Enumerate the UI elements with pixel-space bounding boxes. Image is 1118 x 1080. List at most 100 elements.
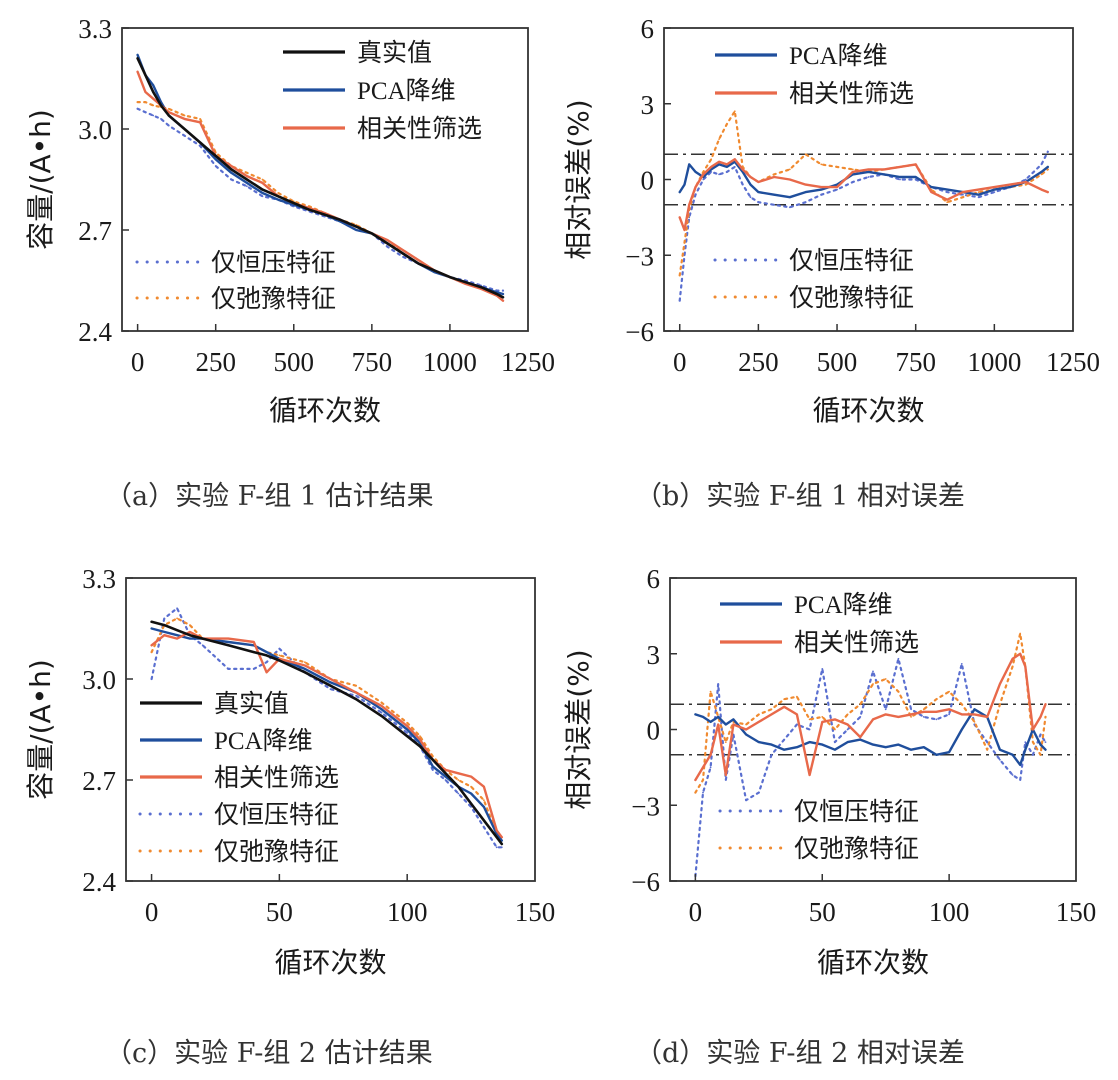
- data-point-relax-only: [820, 163, 823, 166]
- data-point-corr: [741, 168, 744, 171]
- data-point-cv-only: [702, 791, 704, 794]
- data-point-true: [495, 836, 498, 839]
- data-point-relax-only: [977, 191, 980, 194]
- data-point-pca: [867, 171, 870, 173]
- data-point-corr: [884, 713, 887, 716]
- x-tick-label: 150: [515, 897, 556, 927]
- data-point-corr: [726, 163, 728, 166]
- data-point-corr: [717, 723, 720, 726]
- panel-a-capacity-estimate-group1: 0 250 500 750 1000 1250 2.4 2.7 3.0 3.3 循环次数 容量/(A•…: [24, 14, 555, 512]
- data-point-cv-only: [402, 256, 404, 258]
- data-point-cv-only: [1032, 753, 1034, 756]
- x-tick-label: 50: [809, 897, 836, 927]
- data-point-corr: [1040, 188, 1043, 191]
- data-point-pca: [745, 733, 747, 736]
- series-line-pca: [694, 708, 1047, 767]
- data-point-relax-only: [788, 168, 791, 171]
- data-point-relax-only: [1044, 716, 1047, 718]
- data-point-true: [183, 128, 186, 130]
- data-point-pca: [1046, 166, 1049, 168]
- data-point-cv-only: [431, 769, 434, 771]
- data-point-cv-only: [355, 694, 357, 697]
- legend-label: PCA降维: [789, 42, 888, 70]
- data-point-pca: [277, 198, 280, 201]
- series-line-true: [150, 620, 504, 846]
- data-point-corr: [1039, 716, 1042, 718]
- data-point-corr: [749, 176, 752, 178]
- data-point-relax-only: [483, 799, 485, 802]
- data-point-relax-only: [144, 101, 147, 103]
- data-point-true: [464, 281, 467, 284]
- x-tick-label: 1000: [423, 347, 477, 377]
- data-point-corr: [770, 713, 773, 716]
- x-tick-label: 1250: [1046, 347, 1100, 377]
- data-point-pca: [702, 716, 704, 718]
- data-point-true: [431, 758, 434, 761]
- data-point-true: [402, 252, 404, 255]
- data-point-corr: [678, 216, 681, 219]
- data-point-pca: [1009, 186, 1011, 189]
- legend-item-cv-only: 仅恒压特征: [718, 797, 919, 826]
- legend-item-cv-only: 仅恒压特征: [138, 800, 339, 829]
- legend-label: 相关性筛选: [214, 763, 339, 792]
- data-point-pca: [678, 191, 681, 194]
- data-point-corr: [1011, 657, 1014, 660]
- data-point-pca: [431, 765, 434, 768]
- data-point-corr: [718, 160, 720, 163]
- data-point-cv-only: [1044, 741, 1047, 743]
- data-point-cv-only: [136, 107, 139, 110]
- data-point-pca: [749, 183, 752, 186]
- data-point-cv-only: [749, 196, 752, 199]
- data-point-corr: [189, 631, 191, 633]
- data-point-pca: [189, 637, 191, 640]
- data-point-cv-only: [770, 753, 773, 756]
- data-point-cv-only: [741, 183, 744, 186]
- data-point-cv-only: [1040, 163, 1043, 166]
- data-point-pca: [914, 176, 917, 178]
- data-point-true: [136, 57, 139, 60]
- data-point-corr: [733, 158, 736, 161]
- data-point-pca: [176, 634, 179, 637]
- legend-label: 仅恒压特征: [794, 797, 919, 826]
- data-point-corr: [846, 723, 849, 726]
- legend-label: PCA降维: [794, 591, 893, 619]
- data-point-corr: [821, 721, 824, 723]
- data-point-cv-only: [246, 185, 248, 188]
- data-point-cv-only: [724, 779, 727, 781]
- data-point-true: [160, 104, 162, 107]
- data-point-cv-only: [788, 206, 791, 209]
- data-point-true: [449, 276, 451, 278]
- data-point-true: [329, 684, 332, 687]
- legend-label: 仅弛豫特征: [789, 283, 914, 312]
- data-point-corr: [977, 188, 980, 191]
- legend-item-corr: 相关性筛选: [140, 763, 339, 792]
- data-point-cv-only: [386, 245, 389, 248]
- panel-caption: （a）实验 F-组 1 估计结果: [105, 481, 434, 512]
- data-point-pca: [757, 741, 760, 743]
- data-point-cv-only: [867, 176, 870, 178]
- data-point-corr: [1009, 183, 1011, 186]
- y-axis-title: 相对误差(%): [562, 99, 595, 259]
- data-point-cv-only: [152, 114, 155, 117]
- data-point-corr: [935, 710, 938, 713]
- data-point-corr: [867, 168, 870, 171]
- data-point-corr: [1032, 728, 1034, 731]
- legend-label: 相关性筛选: [357, 114, 482, 143]
- data-point-pca: [897, 743, 900, 746]
- series-line-corr: [150, 630, 503, 839]
- data-point-corr: [457, 772, 460, 775]
- legend-item-true: 真实值: [283, 38, 432, 67]
- data-point-relax-only: [1039, 753, 1042, 756]
- data-point-corr: [710, 166, 713, 168]
- data-point-cv-only: [796, 723, 798, 726]
- data-point-cv-only: [960, 663, 963, 665]
- data-point-cv-only: [914, 178, 917, 181]
- data-point-relax-only: [380, 701, 383, 704]
- data-point-pca: [136, 54, 139, 56]
- data-point-relax-only: [457, 779, 460, 781]
- data-point-relax-only: [910, 716, 912, 718]
- panel-caption: （d）实验 F-组 2 相对误差: [635, 1038, 965, 1069]
- data-point-relax-only: [783, 698, 786, 701]
